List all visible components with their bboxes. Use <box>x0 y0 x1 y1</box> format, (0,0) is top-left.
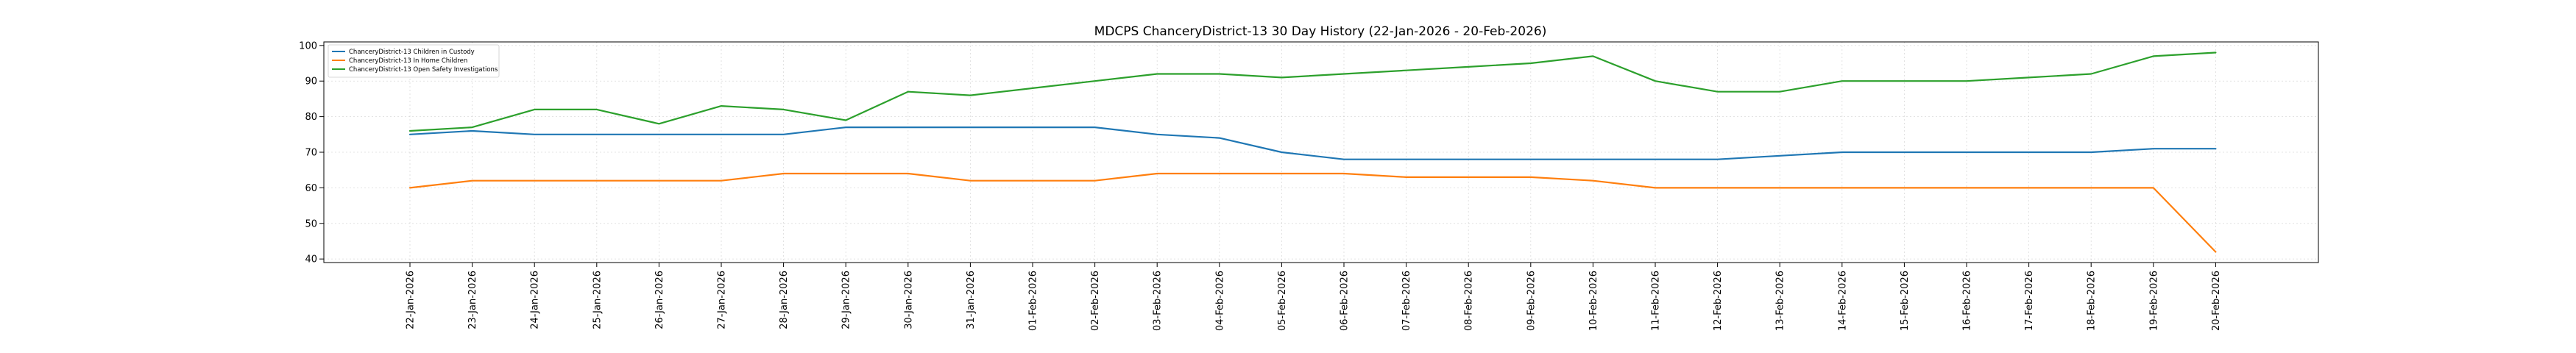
x-tick-label: 14-Feb-2026 <box>1837 271 1848 331</box>
legend-box <box>328 44 500 78</box>
x-tick-label: 26-Jan-2026 <box>654 271 665 329</box>
x-tick-label: 07-Feb-2026 <box>1401 271 1412 331</box>
y-tick-label: 100 <box>299 40 317 51</box>
series-line-3 <box>408 51 2217 132</box>
x-tick-label: 28-Jan-2026 <box>779 271 790 329</box>
x-tick-label: 27-Jan-2026 <box>717 271 728 329</box>
y-tick-label: 70 <box>305 148 317 159</box>
x-tick-label: 11-Feb-2026 <box>1651 271 1662 331</box>
x-tick-label: 10-Feb-2026 <box>1588 271 1599 331</box>
series-line-2 <box>408 172 2217 253</box>
x-tick-label: 09-Feb-2026 <box>1526 271 1537 331</box>
x-tick-label: 13-Feb-2026 <box>1775 271 1786 331</box>
x-tick-label: 22-Jan-2026 <box>406 271 417 329</box>
x-tick-label: 05-Feb-2026 <box>1277 271 1288 331</box>
legend-label: ChanceryDistrict-13 Children in Custody <box>349 49 475 56</box>
x-tick-label: 03-Feb-2026 <box>1153 271 1164 331</box>
series-layer <box>408 51 2217 253</box>
y-tick-label: 40 <box>305 254 317 265</box>
y-tick-label: 90 <box>305 76 317 88</box>
legend-label: ChanceryDistrict-13 Open Safety Investig… <box>349 66 498 74</box>
x-tick-label: 04-Feb-2026 <box>1214 271 1225 331</box>
x-tick-label: 17-Feb-2026 <box>2024 271 2035 331</box>
legend-label: ChanceryDistrict-13 In Home Children <box>349 57 467 65</box>
x-tick-label: 16-Feb-2026 <box>1962 271 1973 331</box>
x-tick-label: 30-Jan-2026 <box>903 271 914 329</box>
x-tick-label: 24-Jan-2026 <box>530 271 541 329</box>
y-tick-label: 50 <box>305 218 317 229</box>
x-tick-label: 29-Jan-2026 <box>841 271 852 329</box>
x-tick-label: 31-Jan-2026 <box>966 271 977 329</box>
x-tick-label: 23-Jan-2026 <box>467 271 478 329</box>
x-tick-label: 01-Feb-2026 <box>1028 271 1039 331</box>
x-tick-label: 19-Feb-2026 <box>2148 271 2159 331</box>
x-tick-label: 20-Feb-2026 <box>2211 271 2222 331</box>
x-tick-label: 15-Feb-2026 <box>1900 271 1911 331</box>
y-tick-label: 60 <box>305 183 317 194</box>
x-tick-label: 18-Feb-2026 <box>2087 271 2098 331</box>
x-axis: 22-Jan-2026 23-Jan-2026 24-Jan-2026 25-Jan-… <box>406 263 2222 331</box>
x-tick-label: 06-Feb-2026 <box>1340 271 1351 331</box>
legend: ChanceryDistrict-13 Children in CustodyC… <box>328 44 500 78</box>
series-line-1 <box>408 126 2217 160</box>
x-tick-label: 08-Feb-2026 <box>1464 271 1475 331</box>
x-tick-label: 12-Feb-2026 <box>1713 271 1724 331</box>
chart-title: MDCPS ChanceryDistrict-13 30 Day History… <box>1094 24 1547 39</box>
x-tick-label: 02-Feb-2026 <box>1090 271 1101 331</box>
x-tick-label: 25-Jan-2026 <box>592 271 603 329</box>
grid-layer <box>324 42 2318 263</box>
y-tick-label: 80 <box>305 112 317 123</box>
y-axis: 40 50 60 70 80 90 100 <box>299 40 324 265</box>
